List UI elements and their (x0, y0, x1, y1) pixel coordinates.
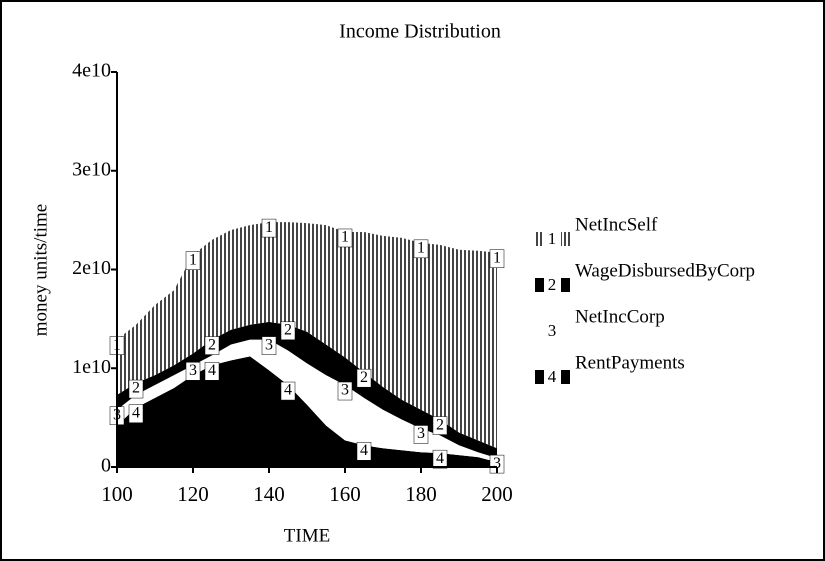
series-marker: 2 (132, 380, 140, 397)
series-marker-box (356, 368, 372, 388)
series-marker-box (185, 251, 201, 270)
legend-label: NetIncCorp (575, 306, 665, 327)
legend-label: WageDisbursedByCorp (575, 260, 755, 281)
legend-label: RentPayments (575, 352, 685, 373)
y-tick-label: 1e10 (72, 356, 111, 378)
series-marker-box (432, 449, 448, 469)
legend-label: NetIncSelf (575, 214, 658, 235)
legend-swatch (561, 278, 570, 292)
series-marker: 3 (341, 382, 349, 399)
series-marker: 3 (189, 362, 197, 379)
area (117, 356, 497, 467)
legend: 1 NetIncSelf 2 WageDisbursedByCorp 3 NetIncCo… (535, 214, 755, 386)
series-marker: 4 (360, 442, 368, 459)
legend-marker: 4 (548, 367, 557, 386)
plot-area: 1111112222233333344444 (109, 218, 505, 474)
series-marker: 4 (284, 382, 292, 399)
x-tick-label: 160 (329, 482, 361, 506)
series-marker-box (128, 404, 144, 423)
series-marker: 2 (360, 369, 368, 386)
series-marker: 4 (132, 404, 140, 421)
series-marker-box (185, 362, 201, 381)
series-marker: 3 (417, 425, 425, 442)
series-marker: 3 (265, 336, 273, 353)
legend-swatch (535, 278, 544, 292)
chart-title: Income Distribution (339, 21, 501, 43)
series-marker-box (337, 381, 353, 401)
series-marker-box (432, 416, 448, 435)
series-marker-box (261, 218, 277, 238)
y-tick-label: 3e10 (72, 158, 111, 180)
y-tick-label: 0 (101, 455, 111, 477)
x-tick-label: 100 (101, 482, 133, 506)
series-marker: 1 (341, 229, 349, 246)
series-marker-box (204, 362, 220, 381)
series-marker-box (280, 321, 296, 341)
axes: 0 1e10 2e10 3e10 4e10 100 120 140 160 180 200 (72, 60, 513, 506)
x-tick-label: 120 (177, 482, 209, 506)
series-marker: 2 (284, 321, 292, 338)
series-marker: 4 (436, 450, 444, 467)
y-tick-label: 2e10 (72, 257, 111, 279)
series-marker-box (489, 454, 505, 474)
legend-swatch (535, 232, 544, 246)
series-marker: 1 (493, 249, 501, 266)
x-tick-label: 180 (405, 482, 437, 506)
series-marker: 3 (493, 455, 501, 472)
series-marker-box (413, 239, 429, 259)
legend-swatch (561, 370, 570, 384)
x-tick-label: 140 (253, 482, 285, 506)
x-tick-label: 200 (481, 482, 513, 506)
legend-marker: 3 (548, 321, 557, 340)
y-axis-label: money units/time (30, 204, 51, 336)
x-axis-label: TIME (284, 525, 330, 546)
legend-swatch (535, 370, 544, 384)
series-marker: 4 (208, 362, 216, 379)
legend-marker: 2 (548, 275, 557, 294)
series-marker-box (128, 379, 144, 399)
series-marker: 1 (189, 251, 197, 268)
series-marker-box (280, 381, 296, 401)
area (117, 339, 497, 463)
series-marker-box (204, 336, 220, 355)
series-marker-box (337, 228, 353, 248)
legend-swatch (561, 232, 570, 246)
series-marker: 2 (436, 416, 444, 433)
area (117, 321, 497, 459)
series-marker: 1 (417, 240, 425, 257)
series-marker: 2 (208, 336, 216, 353)
series-marker-box (261, 336, 277, 355)
y-tick-label: 4e10 (72, 60, 111, 82)
series-marker-box (413, 425, 429, 444)
area (117, 222, 497, 449)
legend-marker: 1 (548, 229, 557, 248)
series-marker-box (489, 249, 505, 268)
series-marker: 1 (265, 219, 273, 236)
series-marker-box (356, 442, 372, 461)
